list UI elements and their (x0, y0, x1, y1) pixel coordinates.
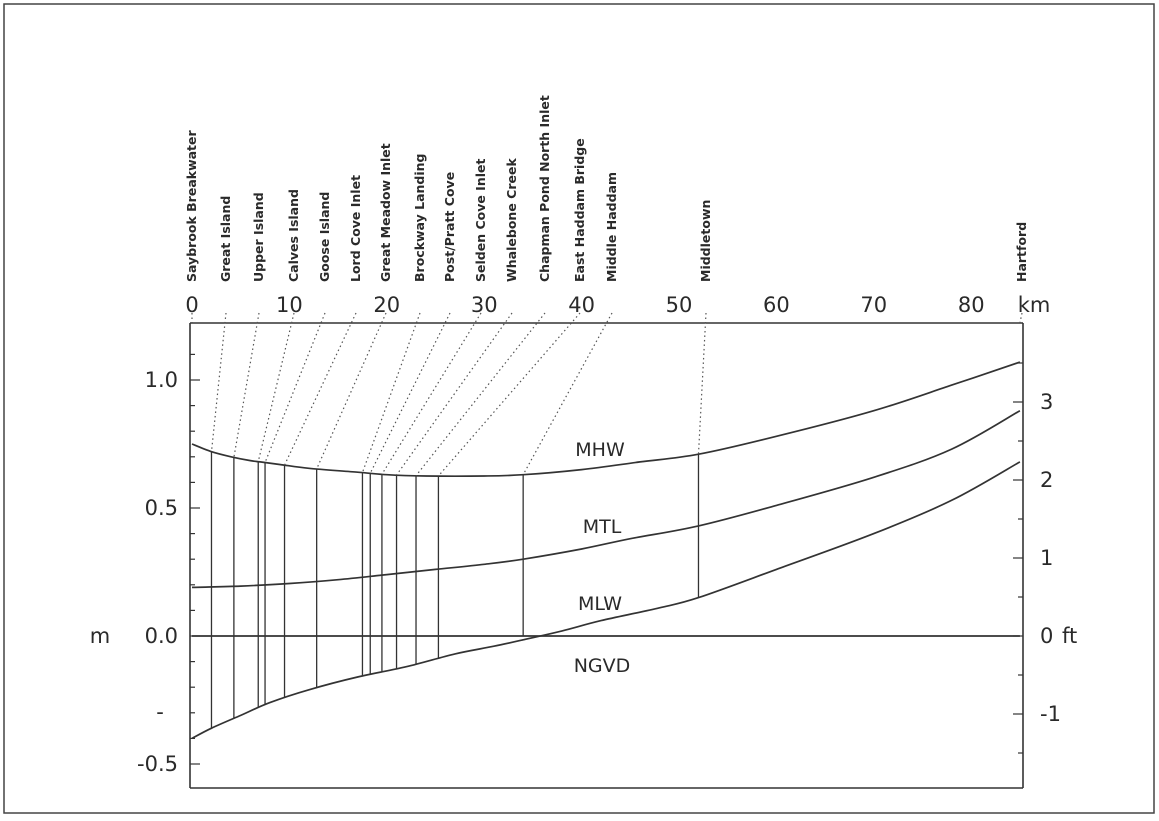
y-right-tick-label: 0 (1040, 624, 1053, 648)
station-leader (283, 312, 357, 466)
station-leader (697, 312, 707, 455)
series-line-mtl (191, 409, 1021, 589)
figure-border (3, 3, 1155, 814)
x-tick-label: 0 (185, 293, 198, 317)
series-label-ngvd: NGVD (574, 655, 631, 677)
x-tick-label: 50 (666, 293, 693, 317)
station-label: Middletown (698, 200, 713, 282)
x-tick-label: 60 (763, 293, 790, 317)
station-label: Goose Island (317, 192, 332, 282)
station-leader (396, 312, 513, 476)
station-leader (210, 312, 227, 452)
series-label-mlw: MLW (578, 593, 622, 615)
x-tick-label: 70 (860, 293, 887, 317)
y-left-tick-label: -0.5 (137, 752, 178, 776)
y-left-tick-label: 1.0 (145, 368, 178, 392)
station-leader (369, 312, 451, 474)
y-right-unit-label: ft (1062, 624, 1077, 648)
y-right-tick-label: 2 (1040, 468, 1053, 492)
station-label: Brockway Landing (412, 154, 427, 282)
station-label: Middle Haddam (604, 172, 619, 282)
x-tick-label: 80 (958, 293, 985, 317)
station-label: Selden Cove Inlet (473, 159, 488, 282)
station-leader (316, 312, 387, 470)
station-label: Hartford (1014, 222, 1029, 282)
station-label: Great Island (218, 196, 233, 282)
station-label: Great Meadow Inlet (378, 143, 393, 282)
station-leader (415, 312, 546, 477)
x-tick-label: 20 (373, 293, 400, 317)
y-left-tick-label: 0.5 (145, 496, 178, 520)
station-label: Upper Island (251, 192, 266, 282)
station-label: Calves Island (286, 189, 301, 282)
station-label: East Haddam Bridge (572, 138, 587, 282)
x-tick-label: 40 (568, 293, 595, 317)
station-label: Saybrook Breakwater (184, 129, 199, 282)
station-label: Post/Pratt Cove (442, 172, 457, 282)
x-tick-label: 30 (471, 293, 498, 317)
y-right-tick-label: 3 (1040, 390, 1053, 414)
y-right-tick-label: -1 (1040, 702, 1061, 726)
station-label: Lord Cove Inlet (348, 175, 363, 282)
x-tick-label: 10 (276, 293, 303, 317)
y-left-minor-mark: - (156, 700, 164, 724)
station-leader (361, 312, 421, 473)
series-line-mlw (191, 461, 1021, 740)
series-label-mtl: MTL (583, 516, 622, 538)
series-line-mhw (191, 361, 1021, 477)
station-leader (522, 312, 613, 476)
station-label: Chapman Pond North Inlet (537, 95, 552, 282)
series-label-mhw: MHW (575, 439, 625, 461)
x-unit-label: km (1018, 293, 1051, 317)
station-leader (381, 312, 482, 475)
station-leader (257, 312, 295, 462)
y-right-tick-label: 1 (1040, 546, 1053, 570)
station-leader (1019, 312, 1023, 324)
y-left-unit-label: m (90, 624, 110, 648)
y-left-tick-label: 0.0 (145, 624, 178, 648)
station-leader (233, 312, 260, 458)
station-label: Whalebone Creek (504, 158, 519, 282)
